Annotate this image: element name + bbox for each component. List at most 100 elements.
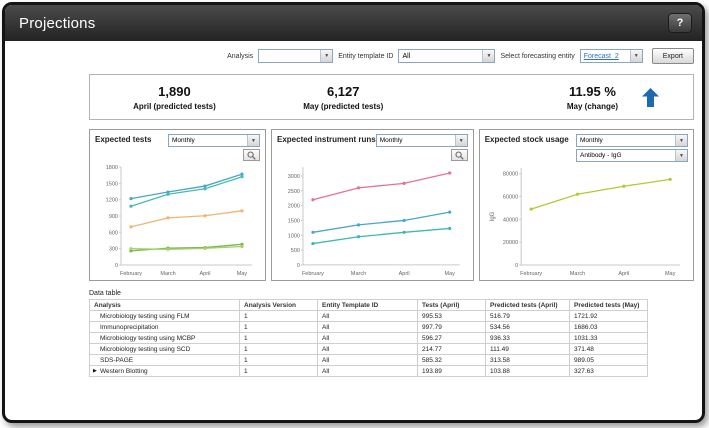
table-row[interactable]: Microbiology testing using FLM 1 All 995.53… [89, 310, 648, 322]
forecasting-entity-select-value: Forecast_2 [583, 52, 619, 60]
analysis-select-value [259, 50, 320, 62]
table-row[interactable]: Immunoprecipitation 1 All 997.79 534.56 1686.… [89, 321, 648, 333]
table-cell: 516.79 [485, 310, 570, 322]
analysis-cell: Immunoprecipitation [89, 321, 240, 333]
chevron-down-icon: ▼ [675, 150, 687, 161]
table-cell: 997.79 [417, 321, 486, 333]
table-header-row: Analysis Analysis Version Entity Template … [89, 299, 648, 311]
data-table: Analysis Analysis Version Entity Template … [89, 299, 648, 377]
charts-row: Expected tests Monthly ▼ 0 300 600 900 1200 1… [89, 129, 694, 281]
table-cell: 214.77 [417, 343, 486, 355]
table-cell: All [317, 354, 418, 366]
entity-template-select[interactable]: All ▼ [398, 49, 496, 63]
svg-text:1800: 1800 [106, 165, 118, 171]
chevron-down-icon: ▼ [629, 50, 642, 62]
interval-select[interactable]: Monthly ▼ [576, 134, 688, 147]
chevron-down-icon: ▼ [247, 135, 259, 146]
table-cell: 989.05 [569, 354, 648, 366]
trend-up-icon [642, 87, 659, 107]
svg-text:80000: 80000 [503, 172, 518, 178]
table-cell: 371.48 [569, 343, 648, 355]
expected-stock-usage-chart: 0 20000 40000 60000 80000 February March April M… [490, 168, 680, 277]
magnifier-icon [247, 151, 256, 160]
entity-template-select-value: All [402, 52, 411, 60]
table-column-header: Entity Template ID [317, 299, 418, 311]
export-button[interactable]: Export [651, 48, 694, 64]
svg-text:300: 300 [109, 247, 118, 253]
analysis-cell: Microbiology testing using FLM [89, 310, 240, 322]
interval-select-value: Monthly [580, 137, 603, 144]
table-cell: All [317, 343, 418, 355]
table-column-header: Predicted tests (April) [485, 299, 570, 311]
svg-text:3000: 3000 [288, 174, 300, 180]
svg-text:1500: 1500 [288, 218, 300, 224]
magnifier-button[interactable] [243, 149, 260, 161]
table-cell: All [317, 310, 418, 322]
table-row[interactable]: Microbiology testing using MCBP 1 All 596.2… [89, 332, 648, 344]
interval-select[interactable]: Monthly ▼ [168, 134, 260, 147]
expected-tests-chart: 0 300 600 900 1200 1500 1800 February March April… [106, 165, 252, 277]
svg-text:IgG: IgG [490, 211, 496, 221]
svg-text:April: April [618, 271, 629, 277]
magnifier-button[interactable] [450, 149, 468, 161]
table-cell: 1 [239, 365, 318, 377]
svg-text:1500: 1500 [106, 181, 118, 187]
analysis-name: Immunoprecipitation [100, 323, 159, 331]
summary-bar: 1,890 April (predicted tests) 6,127 May … [89, 74, 694, 120]
svg-text:600: 600 [109, 230, 118, 236]
svg-text:0: 0 [297, 263, 300, 269]
table-row[interactable]: ▶ Western Blotting 1 All 193.89 103.88 327.63 [89, 365, 648, 377]
svg-text:April: April [199, 271, 210, 277]
analysis-name: Western Blotting [100, 367, 148, 375]
table-cell: 534.56 [485, 321, 570, 333]
analysis-name: Microbiology testing using SCD [100, 345, 191, 353]
row-expander-icon[interactable]: ▶ [93, 367, 97, 374]
table-cell: 596.27 [417, 332, 486, 344]
data-table-label: Data table [89, 290, 121, 297]
magnifier-icon [455, 151, 464, 160]
stat-label: April (predicted tests) [133, 101, 216, 111]
svg-text:May: May [237, 271, 248, 277]
table-cell: 585.32 [417, 354, 486, 366]
svg-text:March: March [351, 271, 366, 277]
svg-text:0: 0 [115, 263, 118, 269]
data-table-body: Microbiology testing using FLM 1 All 995.53… [89, 310, 648, 377]
help-button[interactable]: ? [668, 13, 692, 33]
stock-item-select[interactable]: Antibody - IgG ▼ [576, 149, 688, 162]
table-row[interactable]: SDS-PAGE 1 All 585.32 313.58 989.05 [89, 354, 648, 366]
stat-value: 1,890 [158, 83, 191, 99]
table-cell: 936.33 [485, 332, 570, 344]
interval-select[interactable]: Monthly ▼ [375, 134, 468, 147]
svg-text:40000: 40000 [503, 217, 518, 223]
main-content: Analysis ▼ Entity template ID All ▼ Sele… [5, 41, 702, 377]
stat-april-predicted: 1,890 April (predicted tests) [90, 84, 259, 111]
svg-text:February: February [302, 271, 324, 277]
table-row[interactable]: Microbiology testing using SCD 1 All 214.77… [89, 343, 648, 355]
panel-title: Expected instrument runs [277, 135, 376, 144]
svg-text:900: 900 [109, 214, 118, 220]
chevron-down-icon: ▼ [320, 50, 333, 62]
table-cell: 313.58 [485, 354, 570, 366]
analysis-select[interactable]: ▼ [258, 49, 334, 63]
table-cell: 193.89 [417, 365, 486, 377]
table-cell: 1 [239, 310, 318, 322]
interval-select-value: Monthly [379, 137, 403, 144]
svg-text:March: March [160, 271, 175, 277]
title-bar: Projections ? [5, 5, 702, 41]
panel-title: Expected tests [95, 135, 152, 144]
svg-text:May: May [665, 271, 676, 277]
svg-text:February: February [120, 271, 142, 277]
stat-label: May (predicted tests) [303, 101, 384, 111]
panel-title: Expected stock usage [484, 135, 569, 144]
svg-text:March: March [570, 271, 585, 277]
expected-tests-panel: Expected tests Monthly ▼ 0 300 600 900 1200 1… [89, 129, 266, 281]
table-cell: 1 [239, 332, 318, 344]
table-cell: 103.88 [485, 365, 570, 377]
expected-stock-usage-panel: Expected stock usage Monthly ▼ Antibody … [478, 129, 694, 281]
analysis-name: SDS-PAGE [100, 356, 134, 364]
svg-text:0: 0 [515, 263, 518, 269]
forecasting-entity-select[interactable]: Forecast_2 ▼ [579, 49, 643, 63]
table-cell: All [317, 321, 418, 333]
expected-instrument-runs-panel: Expected instrument runs Monthly ▼ 0 500 1… [271, 129, 474, 281]
svg-text:2500: 2500 [288, 189, 300, 195]
